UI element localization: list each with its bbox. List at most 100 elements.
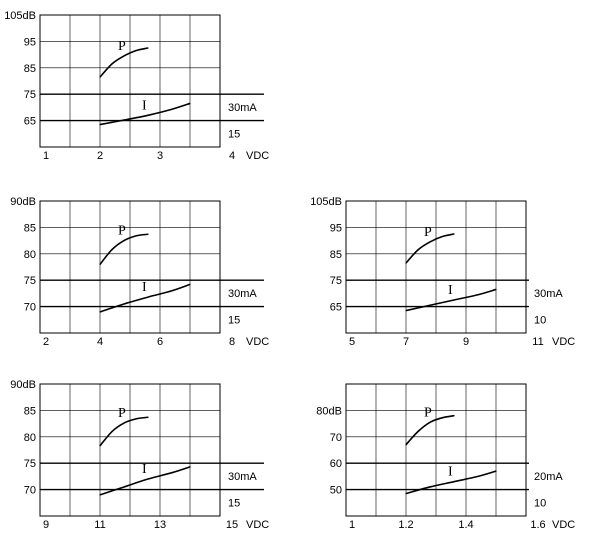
data-point-I bbox=[453, 299, 455, 301]
data-point-I bbox=[147, 296, 149, 298]
series-label-P: P bbox=[118, 39, 126, 54]
data-point-P bbox=[405, 444, 407, 446]
chart-3: 30mA 10 105dB 95 85 75 65 5 7 9 11 VDC P I bbox=[310, 196, 575, 348]
data-point-P bbox=[405, 262, 407, 264]
x-unit-label: VDC bbox=[552, 336, 575, 348]
data-point-I bbox=[123, 486, 125, 488]
y-tick-label: 50 bbox=[330, 485, 342, 497]
right-axis-label: 15 bbox=[228, 498, 240, 510]
data-point-P bbox=[135, 50, 137, 52]
y-tick-label: 90dB bbox=[10, 379, 36, 391]
data-point-I bbox=[495, 470, 497, 472]
data-point-P bbox=[99, 263, 101, 265]
series-label-I: I bbox=[448, 283, 453, 298]
right-axis-label: 30mA bbox=[534, 288, 563, 300]
chart-2: 30mA 15 90dB 85 80 75 70 2 4 6 8 VDC P I bbox=[10, 196, 269, 348]
data-point-P bbox=[111, 248, 113, 251]
data-point-I bbox=[99, 123, 101, 126]
y-tick-label: 85 bbox=[24, 222, 36, 234]
data-point-I bbox=[171, 108, 173, 110]
data-point-I bbox=[171, 290, 173, 292]
data-point-P bbox=[429, 421, 431, 423]
x-tick-label: 13 bbox=[154, 519, 166, 531]
data-point-P bbox=[417, 249, 419, 251]
x-tick-label: 1.2 bbox=[398, 519, 413, 531]
y-tick-label: 70 bbox=[24, 485, 36, 497]
series-label-P: P bbox=[118, 406, 126, 421]
data-point-P bbox=[147, 47, 149, 49]
y-tick-label: 75 bbox=[330, 275, 342, 287]
y-tick-label: 75 bbox=[24, 458, 36, 470]
data-point-P bbox=[123, 55, 125, 57]
x-tick-label: 4 bbox=[97, 336, 103, 348]
data-point-I bbox=[189, 466, 191, 468]
x-unit-label: VDC bbox=[552, 519, 575, 531]
data-point-I bbox=[429, 304, 431, 306]
data-point-I bbox=[477, 475, 479, 477]
x-tick-label: 4 bbox=[229, 150, 235, 162]
right-axis-label: 20mA bbox=[534, 471, 563, 483]
data-point-P bbox=[123, 422, 125, 424]
series-curve-P bbox=[99, 416, 149, 447]
data-point-I bbox=[99, 311, 101, 313]
series-label-P: P bbox=[118, 224, 126, 239]
y-tick-label: 65 bbox=[24, 116, 36, 128]
right-axis-label: 10 bbox=[534, 315, 546, 327]
data-point-P bbox=[453, 233, 455, 235]
series-label-P: P bbox=[424, 225, 432, 240]
x-tick-label: 1.4 bbox=[458, 519, 473, 531]
x-tick-label: 6 bbox=[157, 336, 163, 348]
y-tick-label: 80 bbox=[24, 249, 36, 261]
y-tick-label: 90dB bbox=[10, 196, 36, 208]
data-point-P bbox=[441, 417, 443, 419]
x-tick-label: 11 bbox=[94, 519, 105, 531]
data-point-P bbox=[99, 445, 101, 447]
series-label-P: P bbox=[424, 405, 432, 420]
y-tick-label: 85 bbox=[24, 63, 36, 75]
y-tick-label: 80dB bbox=[316, 405, 342, 417]
x-unit-label: VDC bbox=[246, 150, 269, 162]
chart-1: 30mA 15 105dB 95 85 75 65 1 2 3 4 VDC P I bbox=[4, 10, 269, 162]
y-tick-label: 95 bbox=[330, 222, 342, 234]
y-tick-label: 105dB bbox=[310, 196, 342, 208]
data-point-P bbox=[417, 430, 419, 433]
right-axis-label: 30mA bbox=[228, 471, 257, 483]
chart-5: 20mA 10 80dB 70 60 50 1 1.2 1.4 1.6 VDC P I bbox=[316, 383, 575, 531]
data-point-I bbox=[123, 303, 125, 305]
y-tick-label: 70 bbox=[24, 302, 36, 314]
right-axis-label: 30mA bbox=[228, 288, 257, 300]
x-tick-label: 15 bbox=[226, 519, 238, 531]
data-point-I bbox=[477, 294, 479, 296]
x-tick-label: 2 bbox=[43, 336, 49, 348]
x-tick-label: 5 bbox=[349, 336, 355, 348]
data-point-I bbox=[453, 481, 455, 483]
right-axis-label: 10 bbox=[534, 498, 546, 510]
x-tick-label: 1.6 bbox=[530, 519, 545, 531]
data-point-P bbox=[123, 240, 125, 242]
series-label-I: I bbox=[448, 465, 453, 480]
x-tick-label: 7 bbox=[403, 336, 409, 348]
data-point-I bbox=[147, 114, 149, 116]
series-curve-P bbox=[99, 233, 149, 265]
y-tick-label: 70 bbox=[330, 432, 342, 444]
right-axis-label: 15 bbox=[228, 315, 240, 327]
data-point-P bbox=[441, 236, 443, 238]
data-point-I bbox=[189, 283, 191, 286]
data-point-I bbox=[99, 494, 101, 496]
x-tick-label: 1 bbox=[349, 519, 355, 531]
series-label-I: I bbox=[142, 280, 147, 295]
right-axis-label: 30mA bbox=[228, 102, 257, 114]
data-point-I bbox=[189, 102, 191, 105]
data-point-I bbox=[123, 119, 125, 121]
x-tick-label: 3 bbox=[157, 150, 163, 162]
data-point-P bbox=[99, 76, 101, 78]
right-axis-label: 15 bbox=[228, 129, 240, 141]
x-tick-label: 2 bbox=[97, 150, 103, 162]
y-tick-label: 105dB bbox=[4, 10, 36, 22]
y-tick-label: 95 bbox=[24, 36, 36, 48]
data-point-I bbox=[405, 309, 407, 312]
data-point-P bbox=[135, 235, 137, 237]
x-tick-label: 9 bbox=[43, 519, 49, 531]
data-point-I bbox=[495, 288, 497, 291]
